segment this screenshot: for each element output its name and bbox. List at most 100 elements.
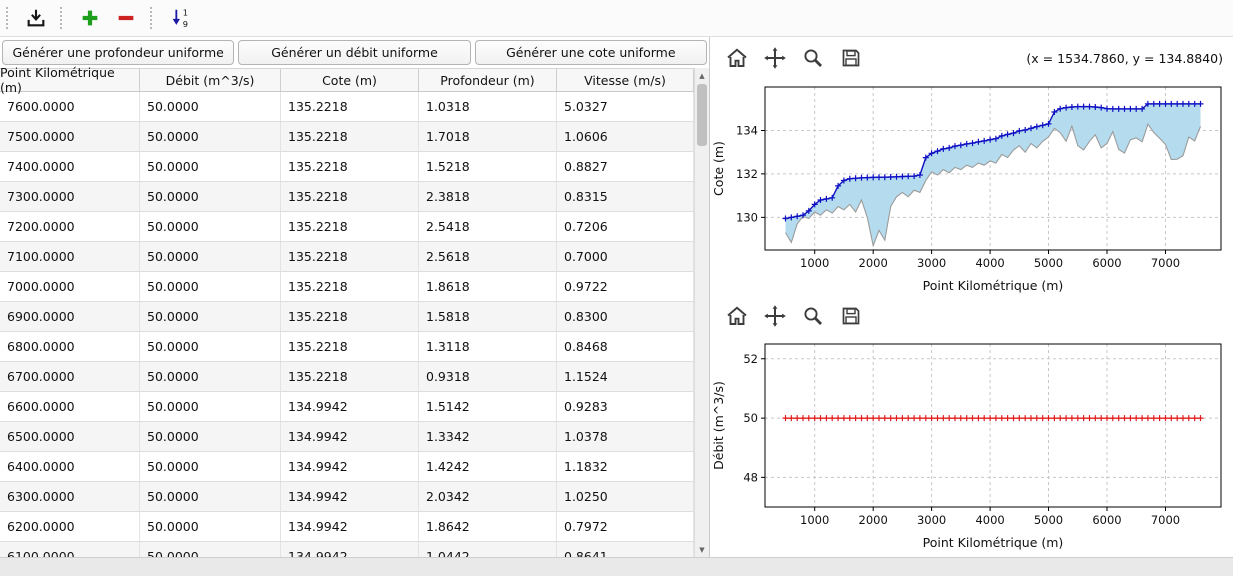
table-cell[interactable]: 7400.0000	[0, 152, 140, 181]
table-cell[interactable]: 135.2218	[281, 92, 419, 121]
scrollbar-thumb[interactable]	[697, 84, 707, 146]
table-cell[interactable]: 50.0000	[140, 212, 281, 241]
table-cell[interactable]: 50.0000	[140, 452, 281, 481]
table-cell[interactable]: 50.0000	[140, 92, 281, 121]
table-cell[interactable]: 1.3342	[419, 422, 557, 451]
table-cell[interactable]: 6700.0000	[0, 362, 140, 391]
table-cell[interactable]: 135.2218	[281, 362, 419, 391]
zoom-button[interactable]	[800, 45, 826, 71]
table-row[interactable]: 6800.0000 50.0000 135.2218 1.3118 0.8468	[0, 332, 694, 362]
table-cell[interactable]: 6400.0000	[0, 452, 140, 481]
table-cell[interactable]: 6200.0000	[0, 512, 140, 541]
table-cell[interactable]: 134.9942	[281, 542, 419, 557]
table-cell[interactable]: 0.8300	[557, 302, 694, 331]
table-cell[interactable]: 50.0000	[140, 542, 281, 557]
table-cell[interactable]: 135.2218	[281, 122, 419, 151]
table-cell[interactable]: 135.2218	[281, 272, 419, 301]
table-cell[interactable]: 1.5818	[419, 302, 557, 331]
table-cell[interactable]: 1.5218	[419, 152, 557, 181]
table-cell[interactable]: 50.0000	[140, 152, 281, 181]
scroll-up-arrow-icon[interactable]: ▲	[699, 71, 705, 80]
table-cell[interactable]: 7500.0000	[0, 122, 140, 151]
table-cell[interactable]: 1.5142	[419, 392, 557, 421]
generate-uniform-flow-button[interactable]: Générer un débit uniforme	[238, 40, 471, 65]
table-cell[interactable]: 2.5418	[419, 212, 557, 241]
column-header[interactable]: Cote (m)	[281, 69, 419, 91]
table-cell[interactable]: 7600.0000	[0, 92, 140, 121]
table-cell[interactable]: 1.0378	[557, 422, 694, 451]
table-row[interactable]: 7100.0000 50.0000 135.2218 2.5618 0.7000	[0, 242, 694, 272]
table-cell[interactable]: 50.0000	[140, 332, 281, 361]
table-cell[interactable]: 50.0000	[140, 392, 281, 421]
table-cell[interactable]: 7200.0000	[0, 212, 140, 241]
home-button[interactable]	[724, 303, 750, 329]
zoom-button[interactable]	[800, 303, 826, 329]
table-cell[interactable]: 6300.0000	[0, 482, 140, 511]
table-cell[interactable]: 134.9942	[281, 422, 419, 451]
table-cell[interactable]: 50.0000	[140, 512, 281, 541]
column-header[interactable]: Profondeur (m)	[419, 69, 557, 91]
scroll-down-arrow-icon[interactable]: ▼	[699, 545, 705, 554]
column-header[interactable]: Débit (m^3/s)	[140, 69, 281, 91]
table-cell[interactable]: 2.5618	[419, 242, 557, 271]
table-cell[interactable]: 134.9942	[281, 482, 419, 511]
table-cell[interactable]: 0.7972	[557, 512, 694, 541]
table-cell[interactable]: 135.2218	[281, 212, 419, 241]
table-row[interactable]: 7500.0000 50.0000 135.2218 1.7018 1.0606	[0, 122, 694, 152]
table-cell[interactable]: 0.8827	[557, 152, 694, 181]
sort-rows-button[interactable]: 1 9	[166, 4, 194, 32]
home-button[interactable]	[724, 45, 750, 71]
table-row[interactable]: 6600.0000 50.0000 134.9942 1.5142 0.9283	[0, 392, 694, 422]
toolbar-drag-handle[interactable]	[6, 7, 12, 29]
table-row[interactable]: 7200.0000 50.0000 135.2218 2.5418 0.7206	[0, 212, 694, 242]
table-scrollbar[interactable]: ▲ ▼	[694, 68, 709, 557]
table-cell[interactable]: 135.2218	[281, 332, 419, 361]
table-cell[interactable]: 1.3118	[419, 332, 557, 361]
table-cell[interactable]: 50.0000	[140, 482, 281, 511]
table-cell[interactable]: 0.9283	[557, 392, 694, 421]
table-cell[interactable]: 0.8468	[557, 332, 694, 361]
table-row[interactable]: 6700.0000 50.0000 135.2218 0.9318 1.1524	[0, 362, 694, 392]
table-cell[interactable]: 6800.0000	[0, 332, 140, 361]
table-row[interactable]: 6200.0000 50.0000 134.9942 1.8642 0.7972	[0, 512, 694, 542]
save-figure-button[interactable]	[838, 303, 864, 329]
table-cell[interactable]: 6600.0000	[0, 392, 140, 421]
table-cell[interactable]: 1.1832	[557, 452, 694, 481]
table-cell[interactable]: 135.2218	[281, 182, 419, 211]
table-cell[interactable]: 134.9942	[281, 392, 419, 421]
table-cell[interactable]: 7000.0000	[0, 272, 140, 301]
table-cell[interactable]: 0.7206	[557, 212, 694, 241]
pan-button[interactable]	[762, 45, 788, 71]
table-row[interactable]: 6400.0000 50.0000 134.9942 1.4242 1.1832	[0, 452, 694, 482]
table-cell[interactable]: 2.3818	[419, 182, 557, 211]
table-cell[interactable]: 1.8642	[419, 512, 557, 541]
generate-uniform-level-button[interactable]: Générer une cote uniforme	[474, 40, 707, 65]
table-row[interactable]: 7000.0000 50.0000 135.2218 1.8618 0.9722	[0, 272, 694, 302]
export-table-button[interactable]	[22, 4, 50, 32]
table-cell[interactable]: 1.0250	[557, 482, 694, 511]
table-cell[interactable]: 50.0000	[140, 362, 281, 391]
table-cell[interactable]: 7100.0000	[0, 242, 140, 271]
column-header[interactable]: Point Kilométrique (m)	[0, 65, 140, 95]
table-cell[interactable]: 0.9722	[557, 272, 694, 301]
table-cell[interactable]: 134.9942	[281, 512, 419, 541]
table-cell[interactable]: 7300.0000	[0, 182, 140, 211]
toolbar-drag-handle[interactable]	[150, 7, 156, 29]
table-cell[interactable]: 135.2218	[281, 242, 419, 271]
table-cell[interactable]: 50.0000	[140, 272, 281, 301]
remove-row-button[interactable]	[112, 4, 140, 32]
table-row[interactable]: 7600.0000 50.0000 135.2218 1.0318 5.0327	[0, 92, 694, 122]
table-cell[interactable]: 1.7018	[419, 122, 557, 151]
table-cell[interactable]: 6100.0000	[0, 542, 140, 557]
table-cell[interactable]: 0.8641	[557, 542, 694, 557]
debit-profile-chart[interactable]: 1000 2000 3000 4000 5000 6000 7000 48 50 52 Point …	[710, 336, 1230, 553]
table-cell[interactable]: 50.0000	[140, 302, 281, 331]
table-cell[interactable]: 1.1524	[557, 362, 694, 391]
table-cell[interactable]: 1.8618	[419, 272, 557, 301]
table-cell[interactable]: 1.4242	[419, 452, 557, 481]
table-cell[interactable]: 50.0000	[140, 182, 281, 211]
table-row[interactable]: 6100.0000 50.0000 134.9942 1.0442 0.8641	[0, 542, 694, 557]
table-row[interactable]: 7400.0000 50.0000 135.2218 1.5218 0.8827	[0, 152, 694, 182]
table-cell[interactable]: 0.9318	[419, 362, 557, 391]
table-cell[interactable]: 6900.0000	[0, 302, 140, 331]
